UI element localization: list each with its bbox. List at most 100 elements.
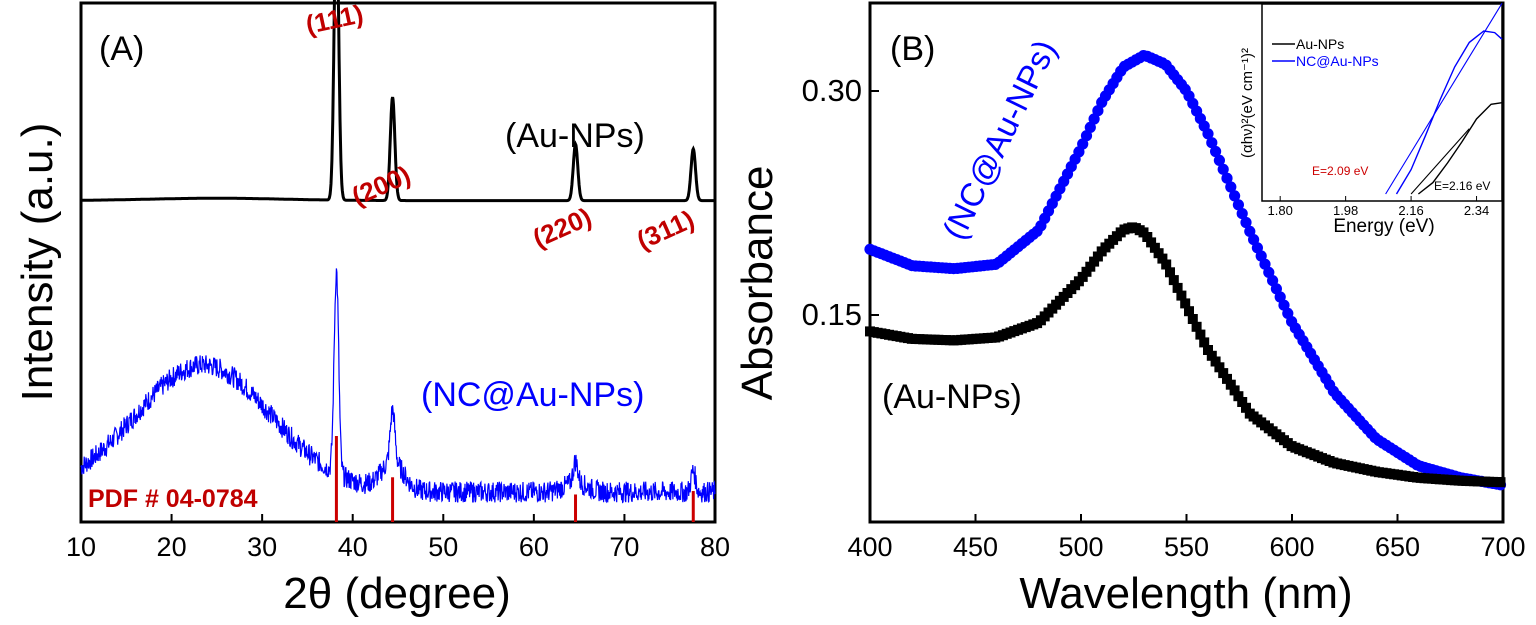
data-point — [1206, 350, 1217, 361]
data-point — [1180, 298, 1191, 309]
xrd-line-nc — [80, 268, 716, 504]
x-tick-label: 500 — [1058, 532, 1103, 562]
data-point — [1142, 232, 1153, 242]
data-point — [1214, 362, 1225, 373]
data-point — [1225, 181, 1237, 193]
data-point — [1092, 251, 1103, 262]
x-tick-label: 50 — [428, 532, 458, 562]
panel-a-plot-area — [80, 0, 716, 522]
inset-line — [1395, 30, 1503, 195]
panel-a-series-label-au: (Au-NPs) — [505, 117, 645, 155]
data-point — [1157, 253, 1168, 264]
inset-x-tick-label: 1.80 — [1268, 203, 1293, 218]
tangent-line — [1410, 128, 1470, 195]
data-point — [1149, 242, 1160, 253]
data-point — [1236, 208, 1248, 220]
y-tick-label: 0.15 — [802, 297, 862, 332]
inset-legend-nc: NC@Au-NPs — [1296, 53, 1379, 69]
data-point — [1240, 216, 1252, 229]
inset-x-axis-title: Energy (eV) — [1333, 216, 1434, 237]
data-point — [1184, 306, 1194, 317]
x-tick-label: 400 — [847, 532, 892, 562]
data-point — [1210, 356, 1221, 367]
data-point — [1176, 290, 1187, 301]
inset-annotation-nc: E=2.09 eV — [1312, 164, 1368, 178]
inset-annotation-au: E=2.16 eV — [1434, 179, 1490, 193]
panel-b-label: (B) — [890, 30, 935, 68]
x-tick-label: 10 — [66, 532, 96, 562]
inset-x-tick-label: 2.16 — [1398, 203, 1423, 218]
x-tick-label: 80 — [700, 532, 730, 562]
data-point — [1241, 402, 1251, 413]
panel-a-reference-label: PDF # 04-0784 — [88, 485, 258, 513]
x-tick-label: 450 — [953, 532, 998, 562]
data-point — [1213, 154, 1225, 166]
data-point — [1232, 199, 1244, 211]
data-point — [1237, 397, 1248, 407]
panel-a: 10 20 30 40 50 60 70 80 (A) (Au-NPs) (NC@Au-NPs… — [13, 0, 730, 618]
uv-series-au — [865, 222, 1506, 488]
data-point — [1077, 271, 1088, 282]
inset-legend-au: Au-NPs — [1296, 36, 1344, 52]
x-tick-label: 600 — [1269, 532, 1314, 562]
panel-b: 400 450 500 550 600 650 700 0.150.30 (B) (NC@A… — [733, 1, 1526, 618]
data-point — [1085, 261, 1096, 272]
data-point — [1210, 145, 1222, 158]
panel-b-x-axis-title: Wavelength (nm) — [1019, 569, 1352, 618]
x-tick-label: 700 — [1480, 532, 1525, 562]
data-point — [1195, 329, 1206, 340]
x-tick-label: 70 — [609, 532, 639, 562]
data-point — [1495, 477, 1506, 488]
data-point — [1191, 321, 1202, 332]
panel-b-y-axis-title: Absorbance — [733, 166, 782, 401]
xrd-line-au — [81, 0, 715, 203]
panel-b-plot-area — [864, 50, 1507, 491]
inset-line — [1417, 102, 1503, 195]
inset-x-tick-label: 1.98 — [1333, 203, 1358, 218]
data-point — [1084, 121, 1096, 133]
panel-b-y-ticks: 0.15 0.30 — [802, 73, 879, 332]
x-tick-label: 30 — [247, 532, 277, 562]
panel-b-series-label-au: (Au-NPs) — [882, 378, 1022, 416]
panel-a-x-axis-title: 2θ (degree) — [283, 569, 510, 618]
x-tick-label: 60 — [519, 532, 549, 562]
data-point — [1165, 267, 1175, 278]
inset-frame — [1261, 3, 1503, 202]
panel-a-x-ticks: 10 20 30 40 50 60 70 80 — [66, 514, 730, 562]
data-point — [1199, 337, 1210, 348]
panel-a-series-label-nc: (NC@Au-NPs) — [421, 376, 644, 414]
inset-x-tick-label: 2.34 — [1464, 203, 1489, 218]
data-point — [1233, 391, 1244, 402]
tangent-line — [1385, 3, 1503, 195]
inset-chart: 1.80 1.98 2.16 2.34 Au-NPs NC@Au-NPs E=2.09… — [1239, 3, 1503, 237]
data-point — [1089, 256, 1100, 267]
x-tick-label: 40 — [338, 532, 368, 562]
y-tick-label: 0.30 — [802, 73, 862, 108]
panel-a-y-axis-title: Intensity (a.u.) — [13, 123, 62, 402]
data-point — [1146, 237, 1157, 248]
data-point — [1225, 379, 1236, 390]
x-tick-label: 20 — [157, 532, 187, 562]
data-point — [1202, 128, 1214, 140]
panel-b-x-ticks: 400 450 500 550 600 650 700 — [847, 514, 1526, 562]
data-point — [1161, 259, 1172, 270]
inset-x-ticks: 1.80 1.98 2.16 2.34 — [1268, 196, 1489, 218]
data-point — [1229, 385, 1240, 396]
data-point — [1206, 137, 1218, 149]
data-point — [1081, 266, 1092, 277]
data-point — [1203, 345, 1213, 355]
data-point — [1217, 163, 1229, 175]
data-point — [1172, 282, 1183, 293]
data-point — [1229, 190, 1241, 202]
panel-a-plot-frame — [79, 1, 717, 524]
inset-y-axis-title: (αhν)²(eV cm⁻¹)² — [1239, 48, 1256, 158]
x-tick-label: 550 — [1164, 532, 1209, 562]
data-point — [1221, 172, 1233, 184]
data-point — [1168, 275, 1179, 286]
data-point — [1218, 368, 1229, 379]
x-tick-label: 650 — [1375, 532, 1420, 562]
panel-a-label: (A) — [99, 30, 144, 68]
data-point — [1222, 373, 1232, 384]
data-point — [1153, 248, 1164, 259]
